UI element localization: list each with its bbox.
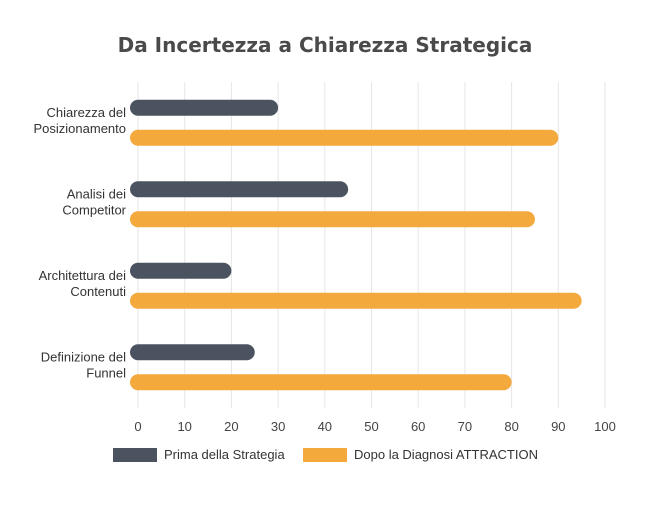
bar-dopo [130,129,559,146]
x-tick-label: 50 [364,419,378,434]
x-axis-ticks: 0 10 20 30 40 50 60 70 80 90 100 [134,419,615,434]
bar-prima [130,344,255,361]
chart-title: Da Incertezza a Chiarezza Strategica [118,33,533,57]
x-tick-label: 10 [177,419,191,434]
legend: Prima della Strategia Dopo la Diagnosi AT… [113,447,538,462]
category-label: Architettura dei [39,268,127,283]
x-tick-label: 100 [594,419,616,434]
bar-dopo [130,374,512,391]
bars [130,99,582,391]
legend-label: Dopo la Diagnosi ATTRACTION [354,447,538,462]
x-tick-label: 70 [458,419,472,434]
x-tick-label: 0 [134,419,141,434]
category-label: Funnel [86,365,126,380]
category-label: Contenuti [70,284,126,299]
category-label: Posizionamento [34,121,127,136]
category-label: Definizione del [41,349,126,364]
bar-prima [130,181,349,198]
x-tick-label: 90 [551,419,565,434]
x-tick-label: 20 [224,419,238,434]
category-label: Chiarezza del [47,105,127,120]
legend-swatch [303,448,347,462]
bar-dopo [130,292,582,309]
legend-label: Prima della Strategia [164,447,285,462]
x-tick-label: 60 [411,419,425,434]
category-label: Analisi dei [67,186,126,201]
legend-swatch [113,448,157,462]
category-label: Competitor [62,202,126,217]
bar-prima [130,99,279,116]
x-tick-label: 80 [504,419,518,434]
bar-prima [130,262,232,279]
bar-dopo [130,211,535,228]
x-tick-label: 30 [271,419,285,434]
x-tick-label: 40 [318,419,332,434]
